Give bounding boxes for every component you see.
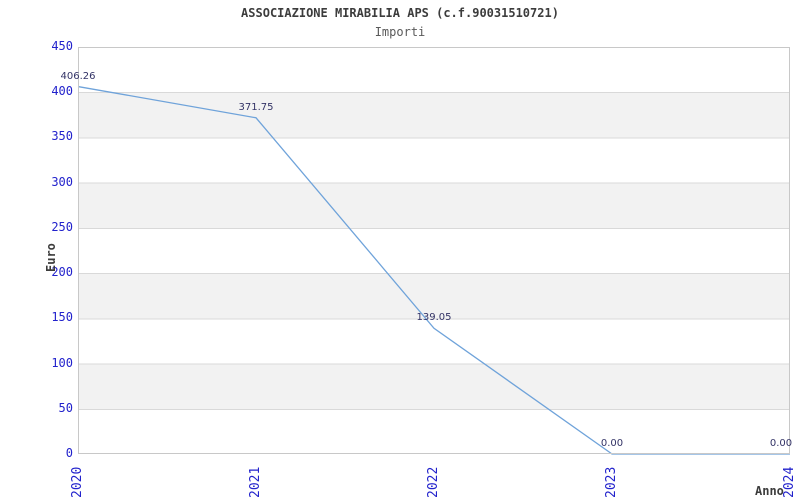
plot-border [78,47,790,454]
y-tick-label: 0 [65,446,73,460]
x-tick-label: 2020 [70,466,85,498]
x-tick-label: 2021 [248,466,263,498]
data-point-label: 0.00 [600,438,624,449]
y-tick-label: 100 [51,355,73,370]
x-tick-label: 2023 [604,466,619,498]
y-tick-label: 300 [51,174,73,189]
data-point-label: 139.05 [416,312,452,324]
data-point-label: 371.75 [238,101,274,113]
data-point-label: 406.26 [60,70,96,82]
x-tick-label: 2024 [782,466,797,498]
band [78,363,790,409]
data-point-label: 0.00 [769,438,793,449]
y-tick-label: 150 [51,310,73,325]
y-tick-label: 400 [51,84,73,99]
band [78,92,790,138]
chart-subtitle: Importi [374,25,426,39]
y-axis-label: Euro [44,243,58,272]
y-tick-label: 350 [51,129,73,144]
y-tick-label: 200 [51,265,73,280]
band [78,273,790,319]
x-tick-label: 2022 [426,466,441,498]
y-tick-label: 450 [51,39,73,53]
y-tick-label: 50 [58,400,73,415]
x-axis-label: Anno [755,484,784,498]
chart-title: ASSOCIAZIONE MIRABILIA APS (c.f.90031510… [241,6,559,20]
y-tick-label: 250 [51,219,73,234]
band [78,182,790,228]
